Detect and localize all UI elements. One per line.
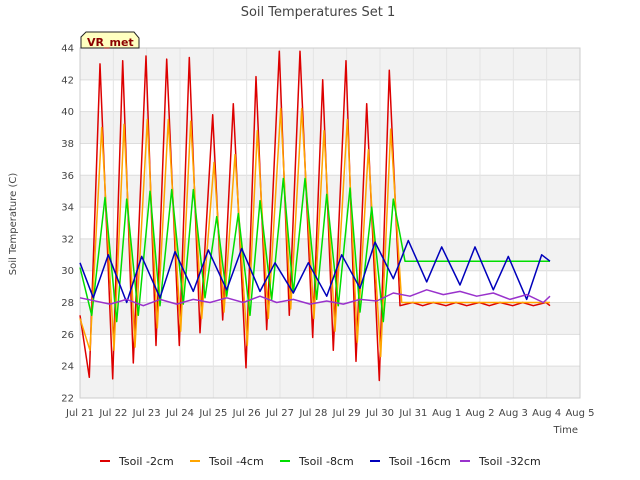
plot-band: [80, 302, 580, 335]
y-tick-label: 40: [61, 107, 74, 118]
x-tick-label: Aug 2: [465, 408, 494, 419]
plot-frame: [79, 47, 581, 399]
x-tick-label: Aug 5: [565, 408, 594, 419]
chart-title: Soil Temperatures Set 1: [241, 5, 396, 20]
series-line-4: [79, 239, 551, 304]
x-tick-label: Jul 28: [298, 408, 327, 419]
legend: Tsoil -2cm Tsoil -4cm Tsoil -8cm Tsoil -16c…: [100, 455, 541, 468]
plot-band: [80, 366, 580, 398]
plot-band: [80, 111, 580, 144]
x-tick-label: Jul 22: [98, 408, 127, 419]
y-tick-label: 30: [61, 266, 74, 277]
y-tick-label: 28: [61, 298, 74, 309]
x-tick-label: Aug 3: [499, 408, 528, 419]
y-tick-label: 34: [61, 203, 74, 214]
y-axis-ticks: 22 24 26 28 30 32 34 36 38 40 42 44: [61, 44, 74, 405]
x-tick-label: Jul 31: [398, 408, 427, 419]
y-axis-label: Soil Temperature (C): [8, 173, 19, 276]
x-tick-label: Jul 23: [132, 408, 161, 419]
x-tick-label: Jul 24: [165, 408, 194, 419]
legend-label: Tsoil -8cm: [298, 455, 354, 468]
y-tick-label: 36: [61, 171, 74, 182]
y-tick-label: 22: [61, 394, 74, 405]
station-label: VR_met: [87, 36, 134, 49]
x-tick-label: Jul 30: [365, 408, 394, 419]
x-tick-label: Jul 25: [198, 408, 227, 419]
y-tick-label: 26: [61, 330, 74, 341]
y-tick-label: 42: [61, 75, 74, 86]
plot-band: [80, 48, 580, 80]
x-tick-label: Aug 1: [432, 408, 461, 419]
station-badge-shape: [80, 31, 140, 49]
legend-label: Tsoil -32cm: [478, 455, 541, 468]
series-line-3: [79, 177, 550, 323]
legend-label: Tsoil -4cm: [208, 455, 264, 468]
y-tick-label: 32: [61, 234, 74, 245]
x-tick-label: Jul 29: [332, 408, 361, 419]
x-tick-label: Jul 26: [232, 408, 261, 419]
legend-label: Tsoil -2cm: [118, 455, 174, 468]
station-badge: VR_met: [80, 31, 140, 49]
series-layer: [79, 50, 551, 382]
y-tick-label: 38: [61, 139, 74, 150]
x-tick-label: Jul 27: [265, 408, 294, 419]
x-axis-ticks: Jul 21 Jul 22 Jul 23 Jul 24 Jul 25 Jul 26 Jul …: [65, 408, 595, 419]
x-axis-label: Time: [553, 425, 578, 436]
y-tick-label: 44: [61, 44, 74, 55]
x-tick-label: Jul 21: [65, 408, 94, 419]
plot-band: [80, 175, 580, 208]
legend-label: Tsoil -16cm: [388, 455, 451, 468]
series-line-5: [79, 289, 551, 307]
x-tick-label: Aug 4: [532, 408, 561, 419]
y-tick-label: 24: [61, 362, 74, 373]
